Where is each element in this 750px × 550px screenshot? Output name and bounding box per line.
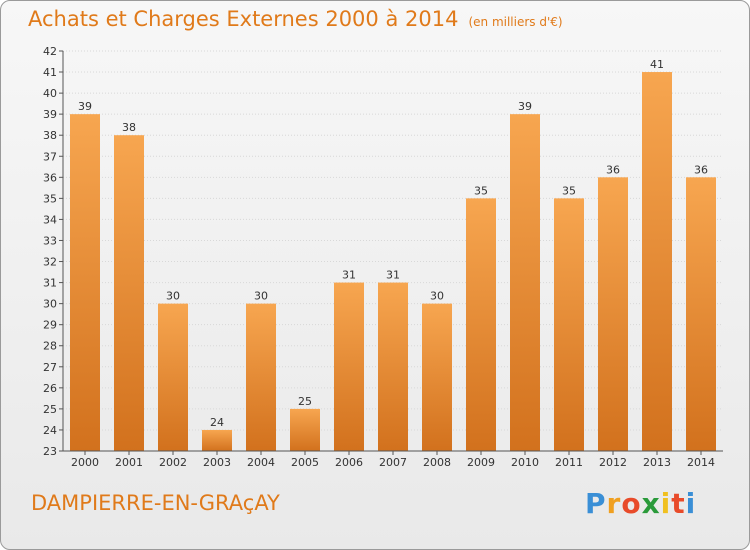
y-tick-label-26: 26 xyxy=(43,382,57,395)
x-tick-label-2000: 2000 xyxy=(71,456,99,469)
x-tick-label-2011: 2011 xyxy=(555,456,583,469)
bars: 39 38 30 24 30 25 31 31 30 35 39 35 36 41 36 xyxy=(70,58,716,452)
x-tick-label-2007: 2007 xyxy=(379,456,407,469)
value-label-2011: 35 xyxy=(562,184,576,197)
logo-letter: o xyxy=(621,487,642,520)
x-tick-label-2002: 2002 xyxy=(159,456,187,469)
y-tick-label-31: 31 xyxy=(43,277,57,290)
bar-2013 xyxy=(642,72,672,451)
value-label-2003: 24 xyxy=(210,416,224,429)
value-label-2012: 36 xyxy=(606,163,620,176)
bar-2011 xyxy=(554,198,584,451)
x-tick-label-2010: 2010 xyxy=(511,456,539,469)
bar-2012 xyxy=(598,177,628,451)
bar-2006 xyxy=(334,282,364,451)
y-tick-label-23: 23 xyxy=(43,445,57,458)
logo-letter: t xyxy=(671,487,686,520)
y-axis: 23 24 25 26 27 28 29 30 31 32 33 34 35 36 37 38 39 40 41 42 xyxy=(43,45,64,458)
y-tick-label-35: 35 xyxy=(43,192,57,205)
value-label-2010: 39 xyxy=(518,100,532,113)
value-label-2007: 31 xyxy=(386,269,400,282)
x-tick-label-2008: 2008 xyxy=(423,456,451,469)
x-tick-label-2006: 2006 xyxy=(335,456,363,469)
y-tick-label-30: 30 xyxy=(43,298,57,311)
value-label-2005: 25 xyxy=(298,395,312,408)
y-tick-label-38: 38 xyxy=(43,129,57,142)
x-tick-label-2003: 2003 xyxy=(203,456,231,469)
y-tick-label-39: 39 xyxy=(43,108,57,121)
y-tick-label-32: 32 xyxy=(43,256,57,269)
y-tick-label-24: 24 xyxy=(43,424,57,437)
bar-2009 xyxy=(466,198,496,451)
value-label-2014: 36 xyxy=(694,163,708,176)
value-label-2000: 39 xyxy=(78,100,92,113)
bar-2003 xyxy=(202,429,232,451)
x-tick-label-2013: 2013 xyxy=(643,456,671,469)
y-tick-label-33: 33 xyxy=(43,234,57,247)
chart-title: Achats et Charges Externes 2000 à 2014 (e… xyxy=(28,7,563,31)
value-label-2013: 41 xyxy=(650,58,664,71)
y-tick-label-28: 28 xyxy=(43,340,57,353)
chart-subtitle: (en milliers d'€) xyxy=(468,15,563,29)
y-tick-label-37: 37 xyxy=(43,150,57,163)
y-tick-label-41: 41 xyxy=(43,66,57,79)
bar-2007 xyxy=(378,282,408,451)
value-label-2001: 38 xyxy=(122,121,136,134)
value-label-2002: 30 xyxy=(166,290,180,303)
y-tick-label-34: 34 xyxy=(43,213,57,226)
x-axis: 2000 2001 2002 2003 2004 2005 2006 2007 2008 2009… xyxy=(63,450,723,469)
bar-2010 xyxy=(510,114,540,451)
logo-letter: i xyxy=(660,487,672,520)
bar-2001 xyxy=(114,135,144,452)
x-tick-label-2012: 2012 xyxy=(599,456,627,469)
bar-2004 xyxy=(246,303,276,451)
chart-title-text: Achats et Charges Externes 2000 à 2014 xyxy=(28,7,459,31)
y-tick-label-27: 27 xyxy=(43,361,57,374)
x-tick-label-2005: 2005 xyxy=(291,456,319,469)
bar-2005 xyxy=(290,408,320,451)
x-tick-label-2014: 2014 xyxy=(687,456,715,469)
bar-2002 xyxy=(158,303,188,451)
logo-letter: i xyxy=(685,487,697,520)
x-tick-label-2001: 2001 xyxy=(115,456,143,469)
value-label-2008: 30 xyxy=(430,290,444,303)
logo-letter: x xyxy=(641,487,661,520)
value-label-2006: 31 xyxy=(342,269,356,282)
value-label-2004: 30 xyxy=(254,290,268,303)
logo-letter: r xyxy=(606,487,622,520)
bar-2000 xyxy=(70,114,100,451)
y-tick-label-36: 36 xyxy=(43,171,57,184)
x-tick-label-2009: 2009 xyxy=(467,456,495,469)
bar-2014 xyxy=(686,177,716,451)
y-tick-label-29: 29 xyxy=(43,319,57,332)
logo-letter: P xyxy=(585,487,607,520)
y-tick-label-42: 42 xyxy=(43,45,57,58)
y-tick-label-25: 25 xyxy=(43,403,57,416)
y-tick-label-40: 40 xyxy=(43,87,57,100)
commune-name: DAMPIERRE-EN-GRAçAY xyxy=(31,491,280,515)
bar-2008 xyxy=(422,303,452,451)
proxiti-logo: Proxiti xyxy=(585,487,696,520)
x-tick-label-2004: 2004 xyxy=(247,456,275,469)
value-label-2009: 35 xyxy=(474,184,488,197)
